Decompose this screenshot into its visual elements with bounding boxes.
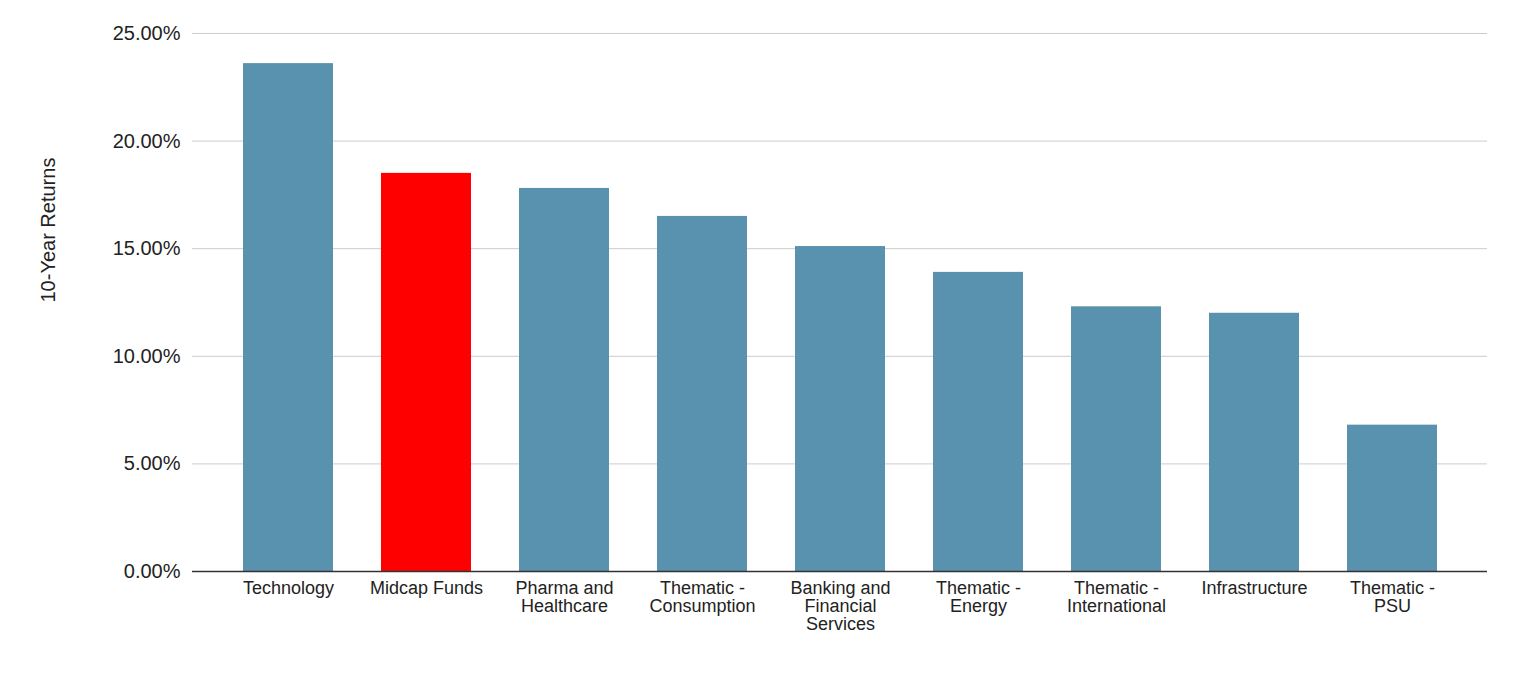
svg-text:Midcap Funds: Midcap Funds (370, 578, 483, 598)
svg-text:Thematic -Consumption: Thematic -Consumption (649, 578, 755, 616)
svg-text:0.00%: 0.00% (124, 560, 181, 582)
svg-text:15.00%: 15.00% (113, 237, 181, 259)
svg-text:10.00%: 10.00% (113, 345, 181, 367)
svg-text:Banking andFinancialServices: Banking andFinancialServices (790, 578, 890, 634)
svg-text:Thematic -International: Thematic -International (1067, 578, 1166, 616)
svg-text:Pharma andHealthcare: Pharma andHealthcare (515, 578, 613, 616)
svg-text:Thematic -Energy: Thematic -Energy (936, 578, 1021, 616)
svg-text:Infrastructure: Infrastructure (1201, 578, 1307, 598)
svg-text:Technology: Technology (243, 578, 334, 598)
svg-text:5.00%: 5.00% (124, 452, 181, 474)
svg-text:10-Year Returns: 10-Year Returns (37, 158, 59, 303)
svg-text:20.00%: 20.00% (113, 130, 181, 152)
svg-text:25.00%: 25.00% (113, 22, 181, 44)
svg-text:Thematic -PSU: Thematic -PSU (1350, 578, 1435, 616)
